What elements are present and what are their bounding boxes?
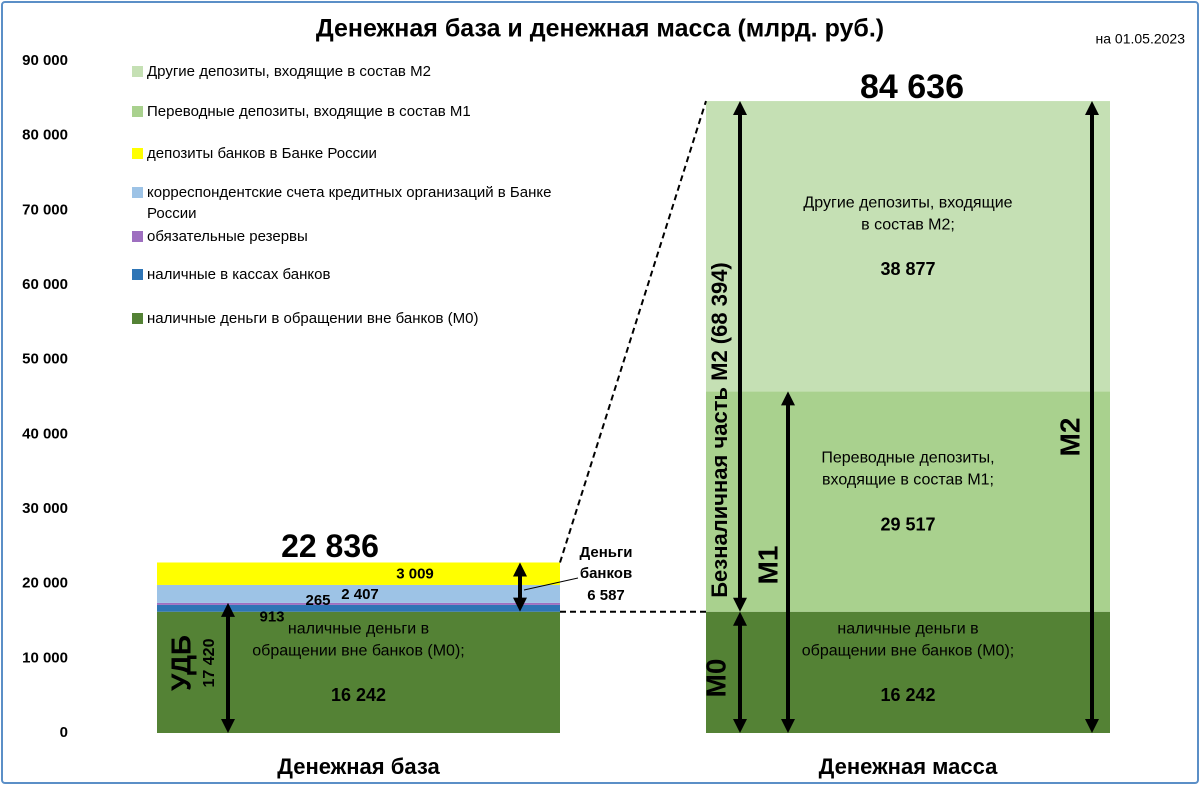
- bar-segment: [157, 604, 560, 612]
- y-tick-label: 20 000: [22, 575, 68, 592]
- legend-swatch: [132, 231, 143, 242]
- bracket-arrow: [733, 101, 747, 612]
- bar-segment: [706, 101, 1110, 392]
- y-tick-label: 40 000: [22, 425, 68, 442]
- arrow-head: [781, 719, 795, 733]
- y-tick-label: 60 000: [22, 276, 68, 293]
- legend-item: депозиты банков в Банке России: [132, 143, 572, 164]
- data-label: 16 242: [331, 685, 386, 705]
- data-label: 16 242: [880, 685, 935, 705]
- chart-title: Денежная база и денежная масса (млрд. ру…: [316, 15, 884, 43]
- bar-segment: [706, 611, 1110, 733]
- arrow-head: [733, 719, 747, 733]
- y-tick-label: 90 000: [22, 52, 68, 69]
- bar-segment: [706, 391, 1110, 612]
- arrow-head: [781, 391, 795, 406]
- bracket-arrow: [221, 602, 235, 733]
- legend-swatch: [132, 148, 143, 159]
- legend-swatch: [132, 66, 143, 77]
- aggregate-label: М2: [1054, 418, 1085, 457]
- legend-item: корреспондентские счета кредитных органи…: [132, 182, 572, 224]
- aggregate-arrow: [733, 611, 747, 733]
- arrow-head: [513, 562, 527, 577]
- bracket-arrow: [513, 562, 527, 612]
- bar-segment: [157, 611, 560, 733]
- aggregate-arrow: [1085, 101, 1099, 733]
- bracket-value: 17 420: [201, 638, 218, 687]
- bracket-label: банков: [580, 565, 632, 582]
- segment-caption: наличные деньги в: [288, 621, 429, 638]
- bar-segment: [157, 584, 560, 603]
- data-label: 2 407: [341, 586, 379, 603]
- bracket-label: УДБ: [165, 635, 196, 691]
- legend-swatch: [132, 187, 143, 198]
- y-tick-label: 80 000: [22, 127, 68, 144]
- arrow-head: [221, 719, 235, 733]
- data-label: 29 517: [880, 514, 935, 534]
- legend-label: Другие депозиты, входящие в состав М2: [147, 63, 431, 80]
- bracket-value: 6 587: [587, 587, 625, 604]
- legend-item: Другие депозиты, входящие в состав М2: [132, 61, 572, 82]
- bracket-label: Деньги: [580, 544, 633, 561]
- y-tick-label: 30 000: [22, 500, 68, 517]
- legend-swatch: [132, 106, 143, 117]
- segment-caption: обращении вне банков (М0);: [802, 643, 1014, 660]
- bar-segment: [157, 602, 560, 605]
- legend-item: наличные деньги в обращении вне банков (…: [132, 308, 572, 329]
- legend-item: Переводные депозиты, входящие в состав М…: [132, 101, 572, 122]
- data-label: 265: [305, 592, 330, 609]
- arrow-head: [221, 602, 235, 617]
- leader: [523, 577, 579, 591]
- legend-item: обязательные резервы: [132, 226, 572, 247]
- y-tick-label: 70 000: [22, 201, 68, 218]
- bar-segment: [157, 562, 560, 585]
- segment-caption: обращении вне банков (М0);: [252, 643, 464, 660]
- legend-label: наличные в кассах банков: [147, 266, 331, 283]
- bracket-label-text: Безналичная часть М2: [707, 350, 732, 597]
- y-tick-label: 50 000: [22, 351, 68, 368]
- arrow-head: [513, 597, 527, 612]
- arrow-head: [1085, 101, 1099, 116]
- segment-caption: наличные деньги в: [837, 621, 978, 638]
- y-tick-label: 10 000: [22, 649, 68, 666]
- segment-caption: входящие в состав М1;: [822, 472, 994, 489]
- legend-swatch: [132, 313, 143, 324]
- y-tick-label: 0: [60, 724, 68, 741]
- bracket-value: (68 394): [707, 262, 732, 344]
- total-label: 22 836: [281, 528, 379, 564]
- segment-caption: Переводные депозиты,: [821, 450, 994, 467]
- bracket-label: Безналичная часть М2 (68 394): [707, 262, 732, 598]
- arrow-head: [733, 597, 747, 612]
- arrow-head: [733, 611, 747, 626]
- arrow-head: [1085, 719, 1099, 733]
- segment-caption: в состав М2;: [861, 216, 955, 233]
- data-label: 913: [259, 609, 284, 626]
- legend-label: корреспондентские счета кредитных органи…: [147, 184, 552, 222]
- aggregate-arrow: [781, 391, 795, 733]
- legend-label: наличные деньги в обращении вне банков (…: [147, 310, 479, 327]
- data-label: 38 877: [880, 259, 935, 279]
- legend-label: обязательные резервы: [147, 228, 308, 245]
- legend-label: Переводные депозиты, входящие в состав М…: [147, 103, 471, 120]
- total-label: 84 636: [860, 68, 964, 106]
- aggregate-label: М0: [700, 659, 731, 698]
- legend-swatch: [132, 269, 143, 280]
- legend-label: депозиты банков в Банке России: [147, 145, 377, 162]
- data-label: 3 009: [396, 566, 434, 583]
- date-note: на 01.05.2023: [1096, 31, 1186, 47]
- aggregate-label: М1: [752, 546, 783, 585]
- arrow-head: [733, 101, 747, 116]
- category-label: Денежная масса: [819, 754, 998, 779]
- connector: [559, 100, 707, 563]
- segment-caption: Другие депозиты, входящие: [803, 194, 1012, 211]
- legend-item: наличные в кассах банков: [132, 264, 572, 285]
- category-label: Денежная база: [277, 754, 440, 779]
